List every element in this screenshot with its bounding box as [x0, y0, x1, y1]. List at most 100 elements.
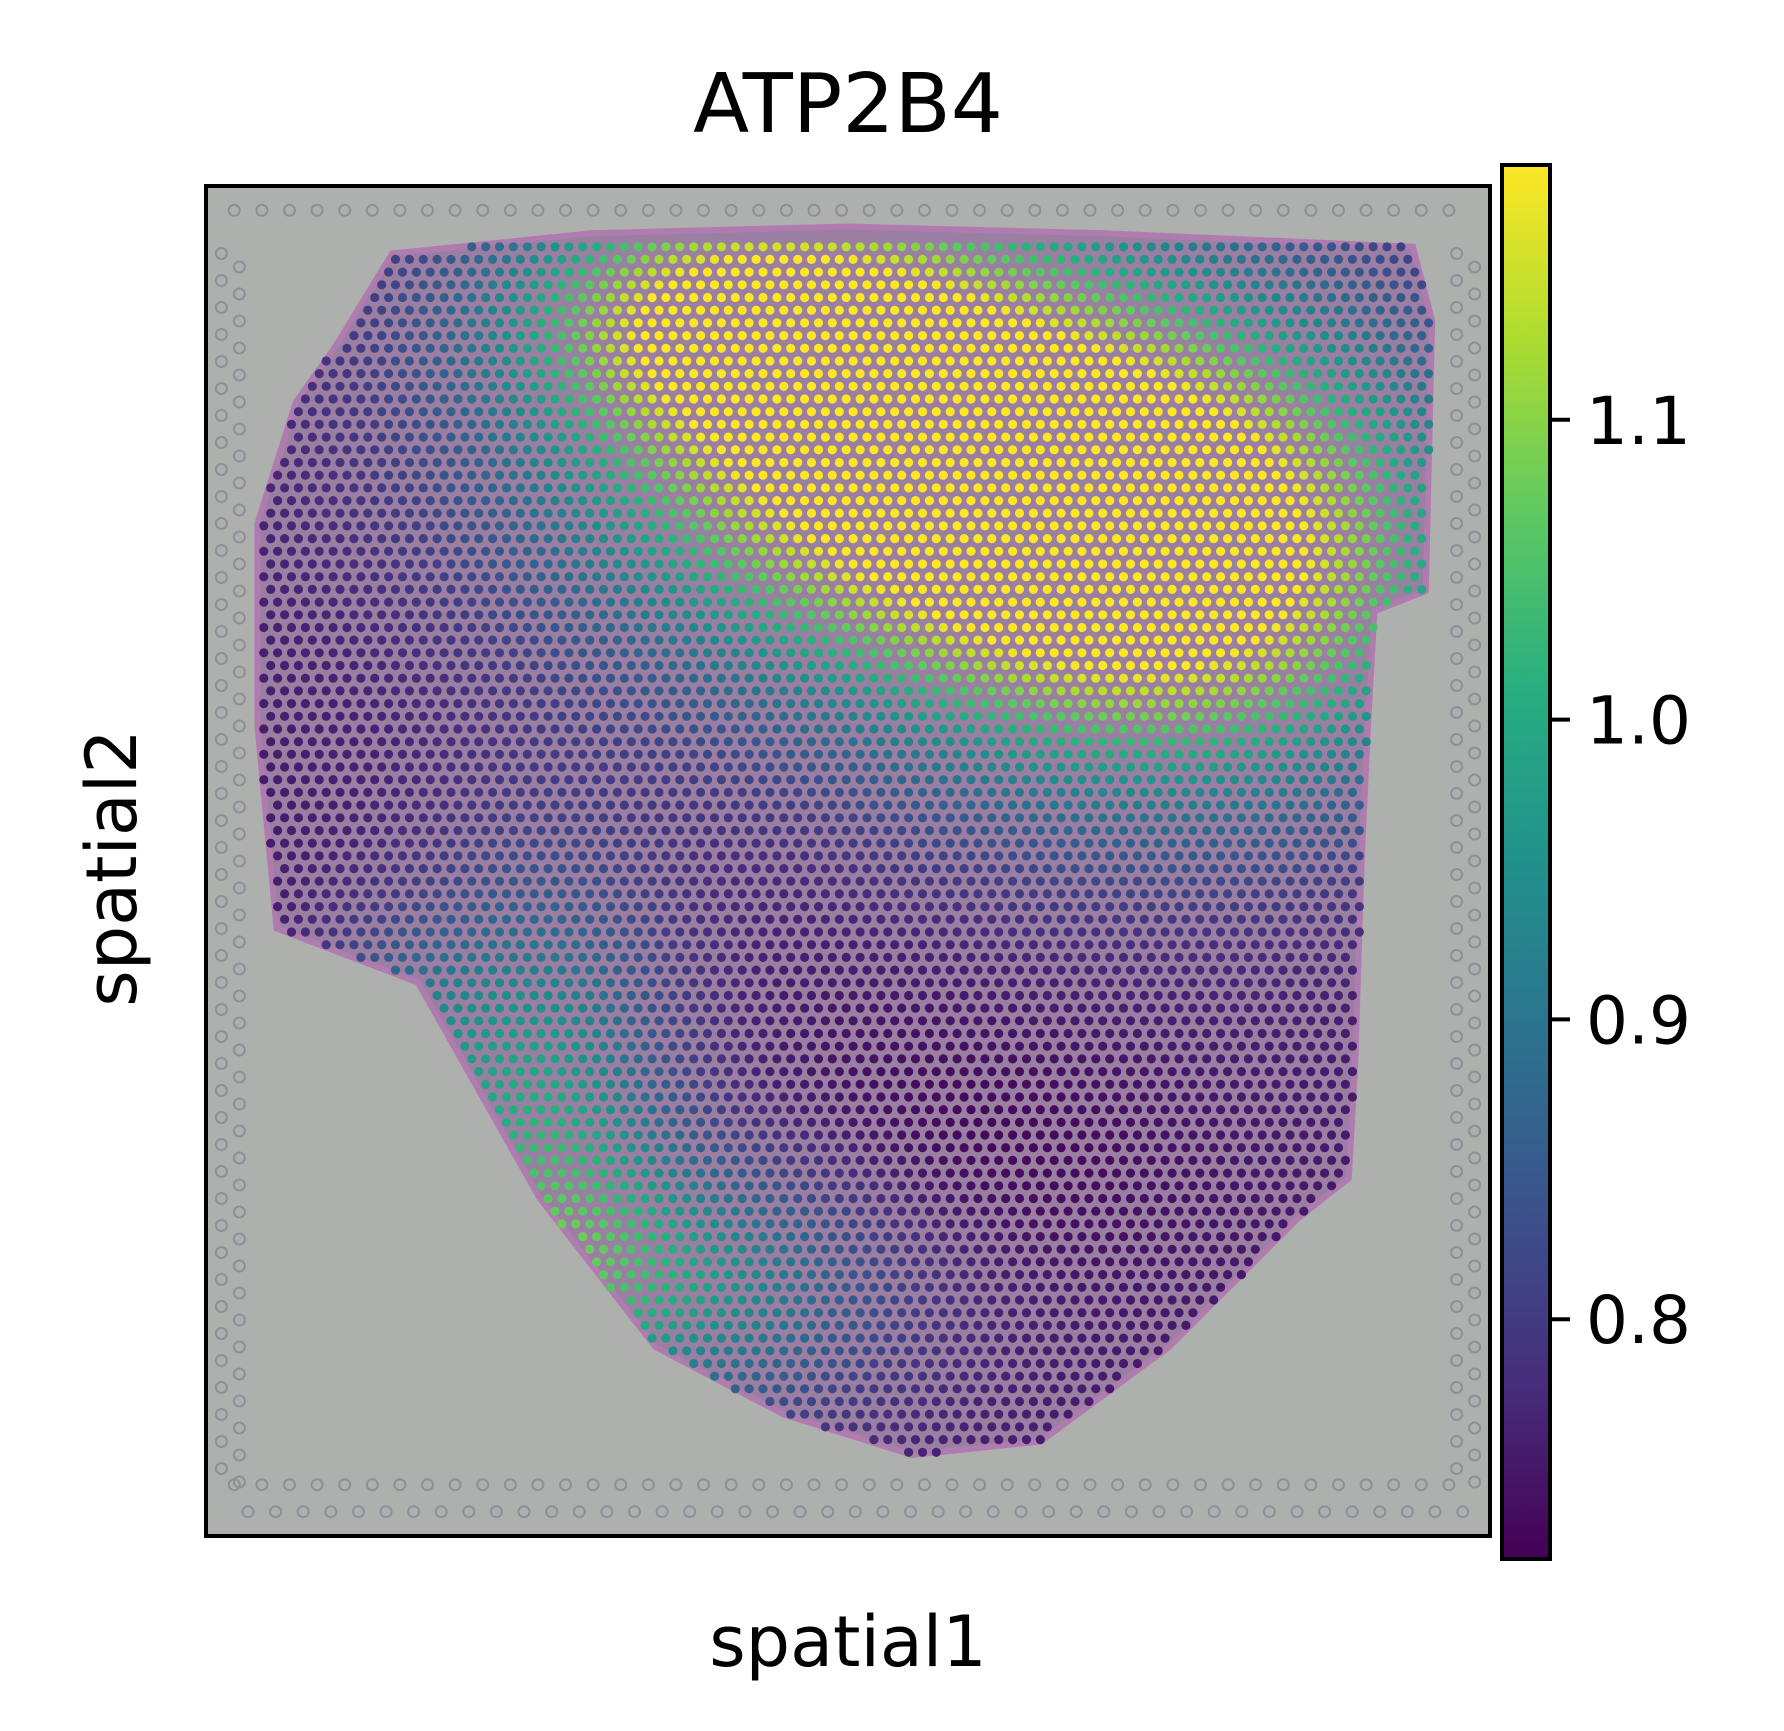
expression-spot: [1396, 419, 1406, 429]
fiducial-spot: [214, 787, 228, 800]
fiducial-spot: [232, 1205, 246, 1219]
fiducial-spot: [904, 1505, 917, 1519]
expression-spot: [1320, 787, 1330, 798]
expression-spot: [945, 305, 955, 315]
expression-spot: [467, 445, 477, 455]
expression-spot: [924, 825, 935, 836]
expression-spot: [1299, 876, 1309, 886]
expression-spot: [1035, 394, 1045, 404]
expression-spot: [439, 673, 449, 683]
expression-spot: [1264, 813, 1274, 823]
expression-spot: [723, 584, 733, 595]
expression-spot: [349, 356, 359, 366]
expression-spot: [772, 699, 782, 709]
expression-spot: [806, 660, 817, 671]
expression-spot: [1327, 775, 1337, 785]
expression-spot: [966, 419, 976, 429]
expression-spot: [730, 648, 740, 658]
expression-spot: [598, 838, 609, 848]
expression-spot: [890, 280, 900, 290]
expression-spot: [1236, 864, 1246, 874]
expression-spot: [1084, 813, 1094, 823]
expression-spot: [626, 635, 636, 645]
expression-spot: [522, 292, 532, 303]
expression-spot: [1389, 584, 1399, 595]
expression-spot: [737, 660, 747, 671]
expression-spot: [501, 914, 512, 924]
plot-area: [206, 186, 1490, 1536]
expression-spot: [612, 534, 623, 544]
expression-spot: [446, 660, 456, 671]
expression-spot: [1389, 331, 1399, 341]
expression-spot: [800, 267, 810, 277]
expression-spot: [300, 699, 310, 709]
expression-spot: [626, 356, 636, 366]
expression-spot: [1333, 559, 1344, 569]
expression-spot: [1105, 902, 1115, 912]
expression-spot: [1105, 419, 1115, 429]
expression-spot: [765, 610, 775, 620]
expression-spot: [1264, 331, 1274, 341]
expression-spot: [571, 914, 581, 924]
expression-spot: [1125, 889, 1136, 899]
expression-spot: [1257, 292, 1267, 303]
expression-spot: [994, 597, 1004, 607]
expression-spot: [841, 673, 851, 683]
expression-spot: [1209, 813, 1219, 823]
expression-spot: [1167, 864, 1177, 874]
fiducial-spot: [1468, 719, 1482, 733]
expression-spot: [356, 343, 366, 353]
expression-spot: [411, 318, 421, 328]
expression-spot: [973, 356, 983, 366]
expression-spot: [619, 445, 629, 455]
expression-spot: [342, 749, 352, 759]
expression-spot: [661, 318, 671, 328]
expression-spot: [786, 902, 796, 912]
expression-spot: [1271, 394, 1281, 404]
expression-spot: [1174, 699, 1184, 709]
expression-spot: [1153, 407, 1163, 417]
expression-spot: [578, 699, 588, 709]
expression-spot: [855, 800, 865, 810]
expression-spot: [488, 508, 498, 518]
fiducial-spot: [517, 1505, 531, 1519]
expression-spot: [1132, 978, 1142, 988]
expression-spot: [696, 559, 706, 569]
expression-spot: [723, 254, 733, 264]
expression-spot: [432, 331, 442, 341]
expression-spot: [696, 407, 706, 417]
expression-spot: [994, 419, 1004, 429]
expression-spot: [1070, 381, 1080, 391]
expression-spot: [494, 343, 505, 353]
expression-spot: [723, 737, 733, 747]
expression-spot: [945, 787, 955, 798]
expression-spot: [737, 483, 747, 493]
expression-spot: [689, 445, 699, 455]
expression-spot: [592, 902, 602, 912]
fiducial-spot: [232, 584, 246, 598]
expression-spot: [1396, 292, 1406, 303]
expression-spot: [855, 978, 865, 988]
expression-spot: [1160, 496, 1170, 506]
expression-spot: [536, 394, 546, 404]
expression-spot: [384, 851, 394, 861]
expression-spot: [1216, 952, 1226, 963]
expression-spot: [938, 318, 948, 328]
expression-spot: [1139, 432, 1149, 442]
expression-spot: [481, 800, 491, 810]
expression-spot: [363, 686, 373, 696]
expression-spot: [917, 559, 928, 569]
expression-spot: [342, 445, 352, 455]
expression-spot: [654, 381, 664, 391]
expression-spot: [432, 940, 442, 950]
expression-spot: [474, 559, 484, 569]
expression-spot: [1313, 445, 1323, 455]
expression-spot: [841, 445, 851, 455]
expression-spot: [1299, 648, 1309, 658]
expression-spot: [1146, 775, 1156, 785]
expression-spot: [488, 940, 498, 950]
expression-spot: [1243, 851, 1253, 861]
expression-spot: [404, 787, 414, 798]
expression-spot: [1188, 419, 1198, 429]
expression-spot: [1008, 242, 1018, 252]
